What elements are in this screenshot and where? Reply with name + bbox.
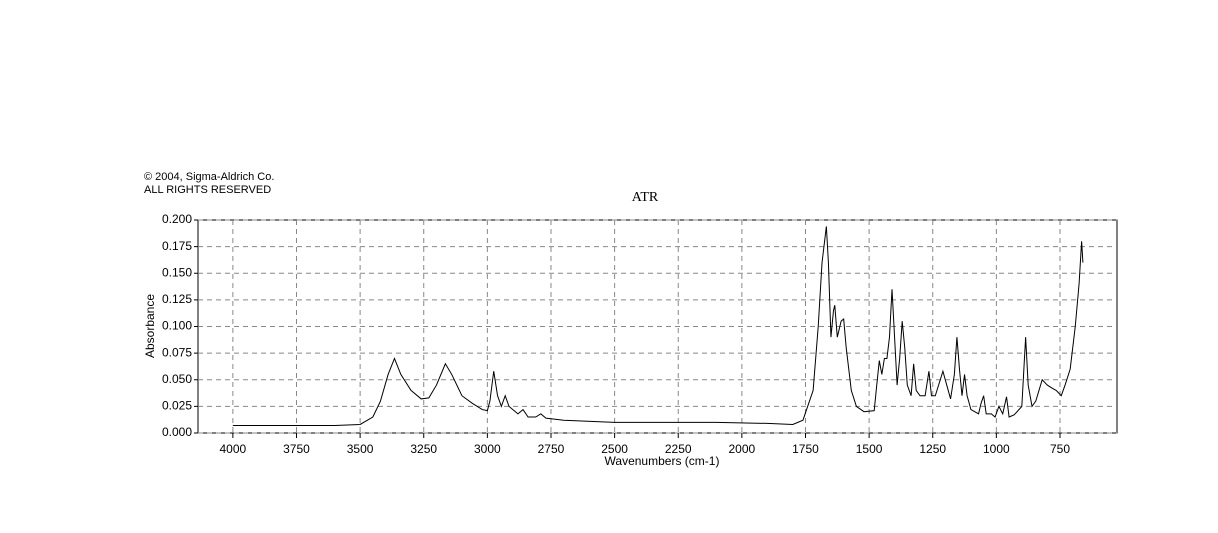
x-tick-label: 1250 (919, 442, 946, 456)
y-tick-label: 0.075 (162, 345, 192, 359)
x-tick-label: 1750 (792, 442, 819, 456)
copyright: © 2004, Sigma-Aldrich Co. (144, 171, 274, 183)
y-tick-label: 0.150 (162, 265, 192, 279)
x-tick-label: 2000 (729, 442, 756, 456)
x-tick-label: 1500 (856, 442, 883, 456)
y-tick-label: 0.175 (162, 239, 192, 253)
chart-title: ATR (632, 190, 659, 205)
copyright: ALL RIGHTS RESERVED (144, 184, 271, 196)
x-tick-label: 3250 (410, 442, 437, 456)
x-tick-label: 2500 (601, 442, 628, 456)
x-tick-label: 3000 (474, 442, 501, 456)
x-tick-label: 4000 (220, 442, 247, 456)
y-tick-label: 0.125 (162, 292, 192, 306)
x-tick-label: 3500 (347, 442, 374, 456)
x-tick-label: 1000 (983, 442, 1010, 456)
x-axis-label: Wavenumbers (cm-1) (605, 454, 720, 468)
y-axis-label: Absorbance (143, 294, 157, 358)
y-tick-label: 0.025 (162, 399, 192, 413)
x-tick-label: 3750 (283, 442, 310, 456)
y-tick-label: 0.200 (162, 212, 192, 226)
y-tick-label: 0.050 (162, 372, 192, 386)
spectrum-line (232, 226, 1084, 427)
x-tick-label: 2250 (665, 442, 692, 456)
x-tick-label: 2750 (538, 442, 565, 456)
x-tick-label: 750 (1050, 442, 1070, 456)
y-tick-label: 0.000 (162, 425, 192, 439)
y-tick-label: 0.100 (162, 319, 192, 333)
